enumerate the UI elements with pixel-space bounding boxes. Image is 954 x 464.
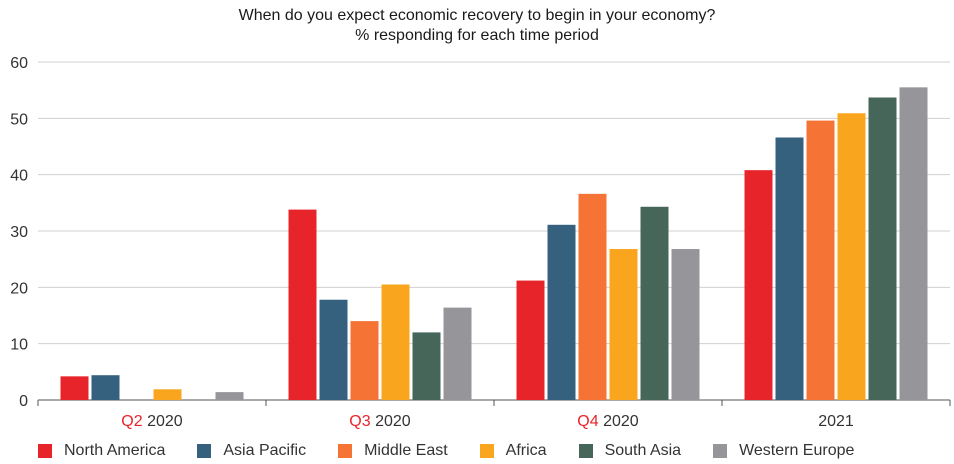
y-tick-label: 60	[10, 55, 28, 72]
bar	[609, 249, 638, 400]
legend-label: Africa	[505, 442, 547, 459]
chart-subtitle: % responding for each time period	[355, 27, 599, 44]
y-tick-label: 30	[10, 224, 28, 241]
x-category-year: 2020	[147, 413, 183, 430]
bar	[60, 376, 89, 400]
legend-swatch	[479, 444, 494, 458]
legend-label: Western Europe	[739, 442, 855, 459]
bar	[547, 224, 576, 400]
bar	[319, 299, 348, 400]
legend-swatch	[578, 444, 593, 458]
bar	[91, 375, 120, 400]
legend-label: South Asia	[604, 442, 682, 459]
bar	[350, 321, 379, 400]
bar	[443, 307, 472, 400]
y-tick-label: 10	[10, 337, 28, 354]
chart-title-main: When do you expect economic recovery to …	[238, 7, 716, 24]
legend-item: Africa	[479, 442, 547, 460]
bar	[215, 392, 244, 400]
bar	[153, 389, 182, 400]
bar	[412, 332, 441, 400]
x-category-label: Q4 2020	[577, 413, 638, 430]
legend-swatch	[338, 444, 353, 458]
bar	[578, 193, 607, 400]
chart-legend: North America Asia Pacific Middle East Afri…	[38, 441, 886, 461]
legend-item: South Asia	[578, 442, 682, 460]
chart-title: When do you expect economic recovery to …	[0, 6, 954, 46]
x-category-year: 2021	[818, 413, 854, 430]
x-category-year: 2020	[603, 413, 639, 430]
bar	[671, 249, 700, 400]
legend-swatch	[713, 444, 728, 458]
legend-item: Western Europe	[713, 442, 854, 460]
legend-swatch	[38, 444, 52, 458]
legend-item: North America	[38, 442, 165, 460]
bar	[381, 284, 410, 400]
legend-item: Middle East	[338, 442, 448, 460]
y-tick-label: 40	[10, 168, 28, 185]
x-category-label: Q3 2020	[349, 413, 410, 430]
bar	[744, 170, 773, 400]
x-category-label: 2021	[818, 413, 854, 430]
bar	[288, 209, 317, 400]
legend-swatch	[197, 444, 212, 458]
bar	[775, 137, 804, 400]
legend-label: Middle East	[364, 442, 448, 459]
x-category-label: Q2 2020	[121, 413, 182, 430]
legend-label: Asia Pacific	[223, 442, 307, 459]
x-category-quarter: Q2	[121, 413, 147, 430]
x-category-quarter: Q4	[577, 413, 603, 430]
x-category-quarter: Q3	[349, 413, 375, 430]
bar	[640, 206, 669, 400]
bar	[516, 280, 545, 400]
legend-item: Asia Pacific	[197, 442, 306, 460]
y-tick-label: 0	[19, 393, 28, 410]
bar	[899, 87, 928, 400]
bar	[806, 120, 835, 400]
y-tick-label: 50	[10, 111, 28, 128]
x-category-year: 2020	[375, 413, 411, 430]
legend-label: North America	[64, 442, 166, 459]
y-tick-label: 20	[10, 280, 28, 297]
bar	[837, 113, 866, 400]
bar	[868, 97, 897, 401]
